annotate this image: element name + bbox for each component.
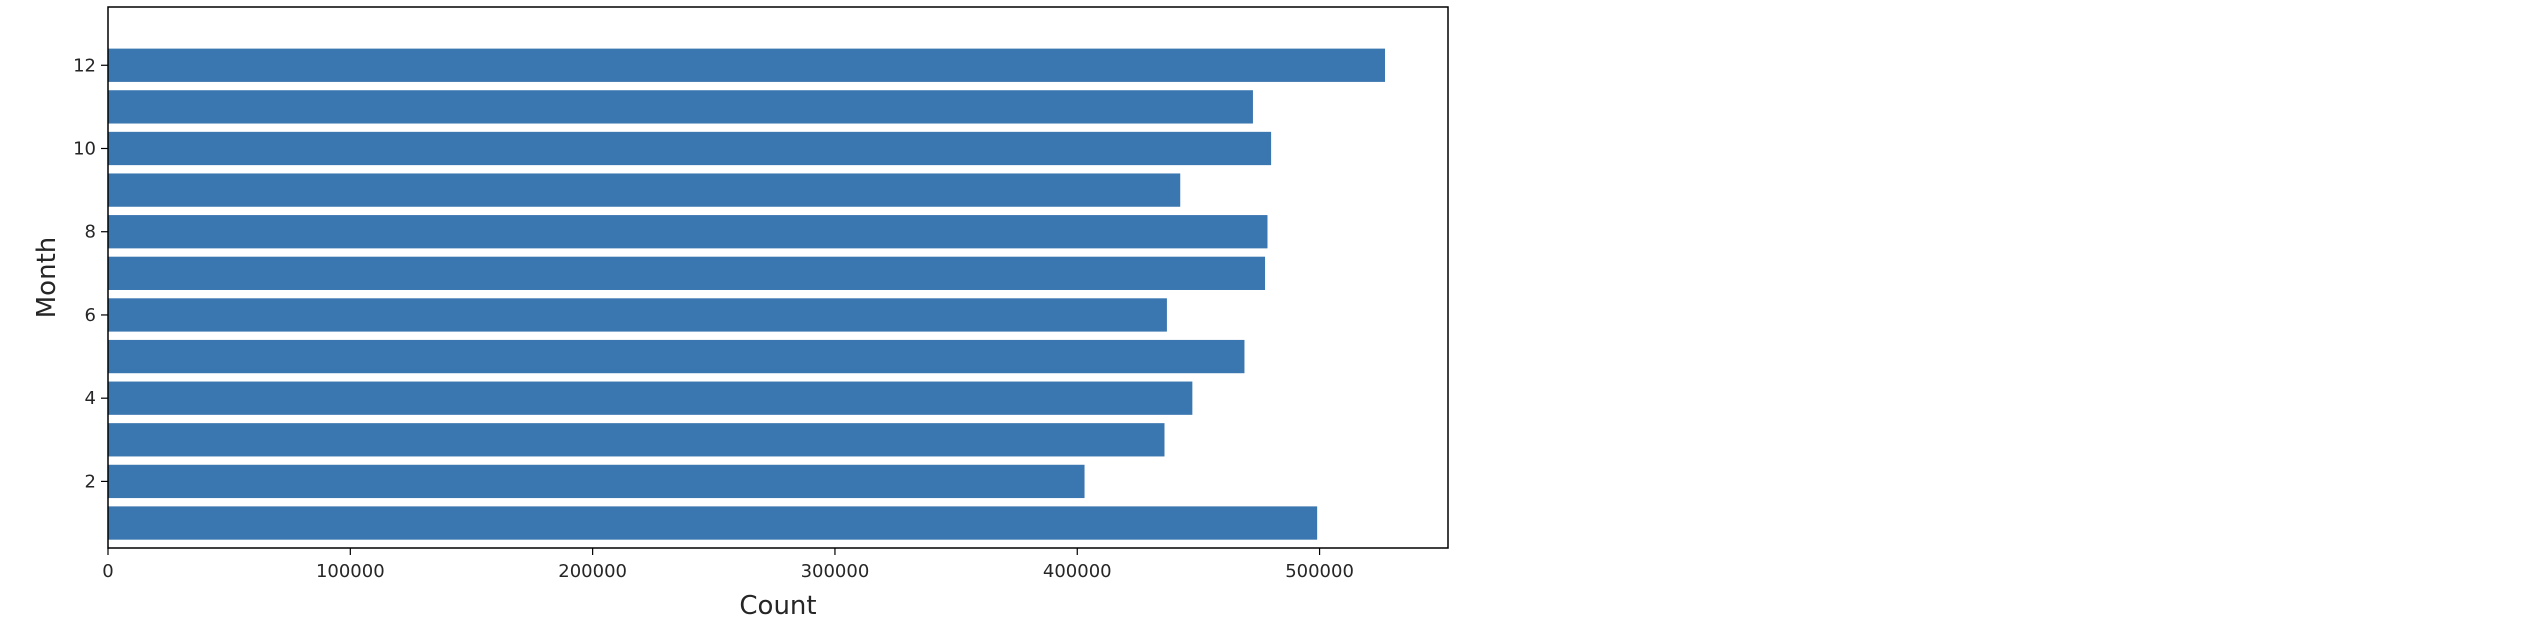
x-tick-label: 200000 <box>558 561 627 582</box>
y-tick-label: 2 <box>85 471 96 492</box>
bar-month-5 <box>108 339 1245 374</box>
y-tick-label: 12 <box>73 55 96 76</box>
bar-month-4 <box>108 381 1193 415</box>
x-tick-label: 100000 <box>316 561 385 582</box>
x-axis-label: Count <box>739 591 816 621</box>
x-tick-label: 400000 <box>1043 561 1112 582</box>
y-tick-label: 6 <box>85 305 96 326</box>
bar-month-9 <box>108 173 1181 207</box>
bar-month-11 <box>108 90 1253 124</box>
x-tick-label: 0 <box>102 561 113 582</box>
bars-group <box>108 48 1385 540</box>
x-tick-label: 500000 <box>1285 561 1354 582</box>
bar-month-6 <box>108 298 1167 332</box>
bar-month-8 <box>108 215 1268 249</box>
bar-month-1 <box>108 506 1318 540</box>
bar-month-12 <box>108 48 1385 82</box>
y-axis-label: Month <box>32 237 62 319</box>
y-tick-label: 8 <box>85 222 96 243</box>
bar-month-2 <box>108 464 1085 499</box>
plot-frame <box>107 6 1449 549</box>
bar-month-3 <box>108 423 1165 457</box>
y-tick-label: 10 <box>73 138 96 159</box>
bar-month-7 <box>108 256 1266 290</box>
x-axis-ticks: 0 100000 200000 300000 400000 500000 <box>102 548 1354 582</box>
x-tick-label: 300000 <box>801 561 870 582</box>
y-axis-ticks: 2 4 6 8 10 12 <box>73 55 108 492</box>
y-tick-label: 4 <box>85 388 96 409</box>
bar-month-10 <box>108 131 1272 166</box>
